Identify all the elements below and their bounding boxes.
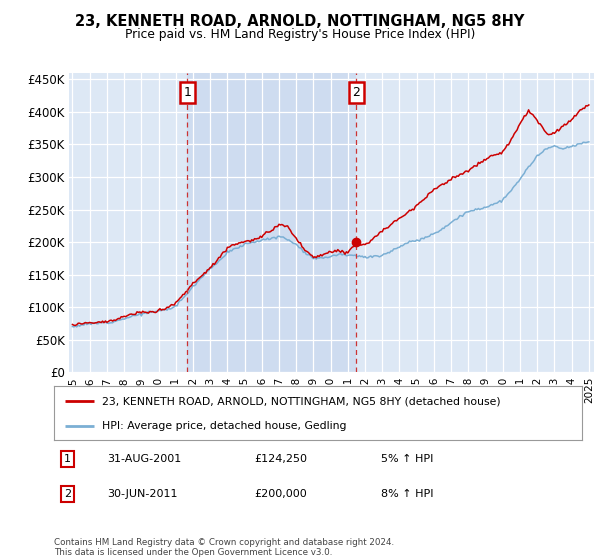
Text: 2: 2: [353, 86, 361, 99]
Text: 31-AUG-2001: 31-AUG-2001: [107, 454, 181, 464]
Text: £124,250: £124,250: [254, 454, 308, 464]
Text: HPI: Average price, detached house, Gedling: HPI: Average price, detached house, Gedl…: [101, 421, 346, 431]
Text: 23, KENNETH ROAD, ARNOLD, NOTTINGHAM, NG5 8HY: 23, KENNETH ROAD, ARNOLD, NOTTINGHAM, NG…: [76, 14, 524, 29]
Text: Price paid vs. HM Land Registry's House Price Index (HPI): Price paid vs. HM Land Registry's House …: [125, 28, 475, 41]
Text: 1: 1: [64, 454, 71, 464]
Text: 1: 1: [183, 86, 191, 99]
Text: 5% ↑ HPI: 5% ↑ HPI: [382, 454, 434, 464]
Text: 2: 2: [64, 489, 71, 499]
Text: 30-JUN-2011: 30-JUN-2011: [107, 489, 178, 499]
Text: 23, KENNETH ROAD, ARNOLD, NOTTINGHAM, NG5 8HY (detached house): 23, KENNETH ROAD, ARNOLD, NOTTINGHAM, NG…: [101, 396, 500, 407]
Text: 8% ↑ HPI: 8% ↑ HPI: [382, 489, 434, 499]
Text: Contains HM Land Registry data © Crown copyright and database right 2024.
This d: Contains HM Land Registry data © Crown c…: [54, 538, 394, 557]
Bar: [187, 73, 356, 372]
Text: £200,000: £200,000: [254, 489, 307, 499]
